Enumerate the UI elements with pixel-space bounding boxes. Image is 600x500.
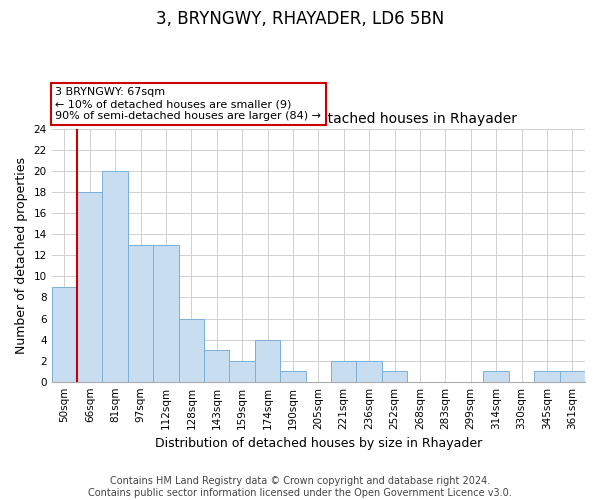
Bar [382,371,407,382]
Bar [52,287,77,382]
Bar [331,360,356,382]
Text: 3 BRYNGWY: 67sqm
← 10% of detached houses are smaller (9)
90% of semi-detached h: 3 BRYNGWY: 67sqm ← 10% of detached house… [55,88,322,120]
Bar [77,192,103,382]
Bar [128,245,153,382]
Bar [560,371,585,382]
Bar [534,371,560,382]
Bar [484,371,509,382]
Bar [280,371,305,382]
Bar [229,360,255,382]
Bar [153,245,179,382]
Text: Contains HM Land Registry data © Crown copyright and database right 2024.
Contai: Contains HM Land Registry data © Crown c… [88,476,512,498]
Bar [179,318,204,382]
Bar [255,340,280,382]
Bar [103,171,128,382]
Y-axis label: Number of detached properties: Number of detached properties [15,157,28,354]
Bar [204,350,229,382]
Text: 3, BRYNGWY, RHAYADER, LD6 5BN: 3, BRYNGWY, RHAYADER, LD6 5BN [156,10,444,28]
X-axis label: Distribution of detached houses by size in Rhayader: Distribution of detached houses by size … [155,437,482,450]
Title: Size of property relative to detached houses in Rhayader: Size of property relative to detached ho… [120,112,517,126]
Bar [356,360,382,382]
